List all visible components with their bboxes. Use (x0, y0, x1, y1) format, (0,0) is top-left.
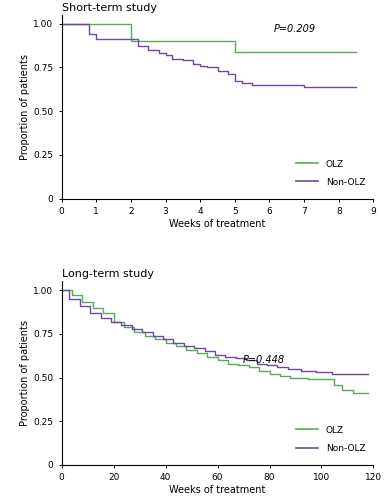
X-axis label: Weeks of treatment: Weeks of treatment (169, 219, 266, 229)
Text: Short-term study: Short-term study (62, 3, 157, 13)
Text: P=0.448: P=0.448 (243, 355, 285, 365)
Text: P=0.209: P=0.209 (274, 24, 316, 34)
Text: Long-term study: Long-term study (62, 269, 154, 279)
Legend: OLZ, Non-OLZ: OLZ, Non-OLZ (292, 156, 369, 190)
X-axis label: Weeks of treatment: Weeks of treatment (169, 485, 266, 495)
Y-axis label: Proportion of patients: Proportion of patients (20, 54, 30, 160)
Y-axis label: Proportion of patients: Proportion of patients (20, 320, 30, 426)
Legend: OLZ, Non-OLZ: OLZ, Non-OLZ (292, 422, 369, 457)
